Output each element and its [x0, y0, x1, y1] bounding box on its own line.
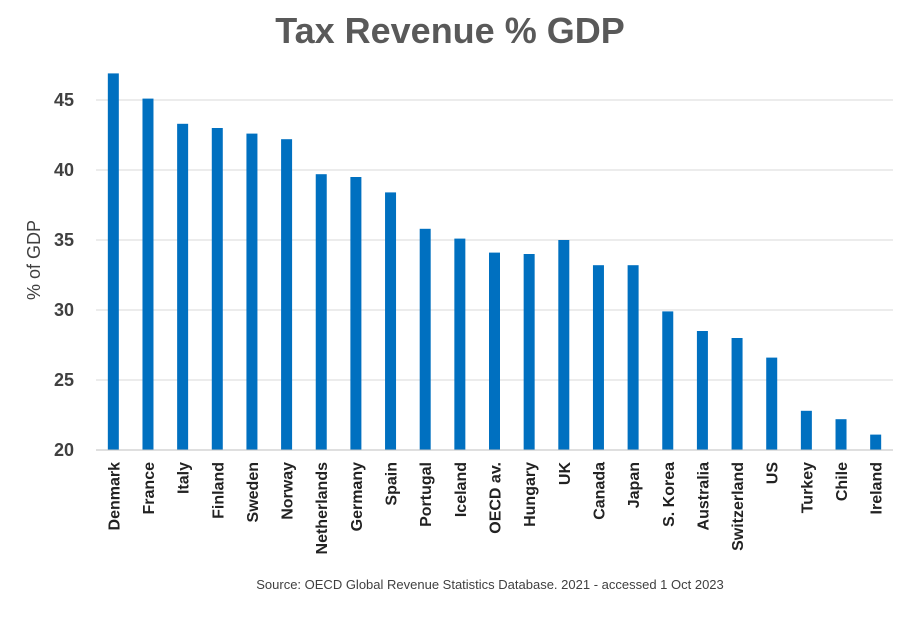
bar-chile: [835, 419, 847, 450]
bar-hungary: [523, 254, 535, 450]
bar-netherlands: [315, 174, 327, 450]
x-category-label: Netherlands: [314, 462, 331, 555]
x-category-label: Germany: [349, 462, 366, 531]
chart-title: Tax Revenue % GDP: [275, 10, 625, 51]
bar-canada: [592, 265, 604, 450]
source-note: Source: OECD Global Revenue Statistics D…: [256, 577, 724, 592]
bar-us: [766, 357, 778, 450]
x-category-label: Denmark: [106, 462, 123, 531]
bar-switzerland: [731, 338, 743, 450]
x-category-label: Japan: [626, 462, 643, 508]
bar-ireland: [870, 434, 882, 450]
x-category-label: OECD av.: [488, 462, 505, 534]
x-axis-labels: Denmark France Italy Finland Sweden Norway Net…: [106, 462, 885, 555]
bar-oecd-av: [489, 252, 500, 450]
bar-norway: [281, 139, 293, 450]
bar-spain: [385, 192, 397, 450]
x-category-label: Spain: [384, 462, 401, 506]
y-tick-label: 40: [54, 160, 74, 180]
bar-denmark: [107, 73, 119, 451]
bar-finland: [211, 128, 223, 450]
x-category-label: Finland: [210, 462, 227, 519]
x-category-label: Australia: [695, 462, 712, 531]
bar-france: [142, 98, 154, 450]
y-tick-label: 45: [54, 90, 74, 110]
x-category-label: Turkey: [799, 462, 816, 513]
y-tick-label: 30: [54, 300, 74, 320]
y-tick-label: 35: [54, 230, 74, 250]
x-category-label: Portugal: [418, 462, 435, 527]
bar-iceland: [454, 238, 466, 450]
y-axis-ticks: 20 25 30 35 40 45: [54, 90, 74, 460]
bar-uk: [558, 240, 570, 450]
x-category-label: Iceland: [453, 462, 470, 517]
x-category-label: Norway: [280, 462, 297, 520]
bar-japan: [627, 265, 639, 450]
bars: [107, 73, 882, 451]
bar-germany: [350, 177, 362, 450]
bar-australia: [696, 331, 708, 450]
bar-portugal: [419, 228, 431, 450]
x-category-label: UK: [557, 462, 574, 486]
y-tick-label: 20: [54, 440, 74, 460]
x-category-label: Chile: [834, 462, 851, 501]
x-category-label: Canada: [591, 462, 608, 520]
bar-italy: [177, 123, 189, 451]
x-category-label: Italy: [176, 462, 193, 494]
x-category-label: US: [765, 462, 782, 485]
x-category-label: Sweden: [245, 462, 262, 522]
y-axis-title: % of GDP: [24, 220, 44, 300]
y-tick-label: 25: [54, 370, 74, 390]
bar-sweden: [246, 133, 258, 450]
x-category-label: Hungary: [522, 462, 539, 527]
bar-turkey: [800, 410, 812, 450]
bar-s-korea: [662, 311, 674, 450]
x-category-label: S. Korea: [661, 462, 678, 527]
x-category-label: France: [141, 462, 158, 515]
x-category-label: Switzerland: [730, 462, 747, 551]
x-category-label: Ireland: [869, 462, 886, 514]
